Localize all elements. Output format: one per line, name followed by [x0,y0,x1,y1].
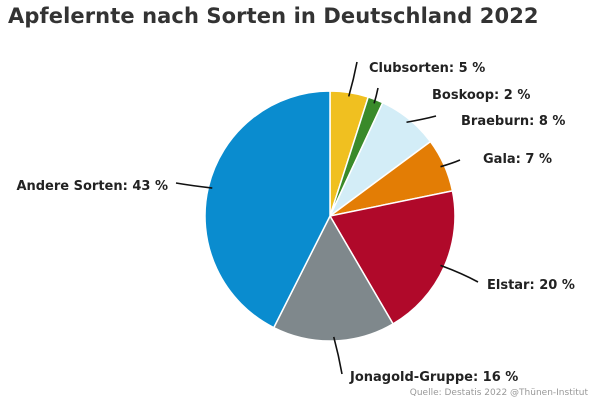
leader-line-jonagold-gruppe [332,336,343,375]
label-braeburn: Braeburn: 8 % [461,114,565,129]
label-boskoop: Boskoop: 2 % [432,88,530,103]
chart-title: Apfelernte nach Sorten in Deutschland 20… [8,4,539,28]
leader-line-braeburn [406,115,437,124]
slice-labels: Clubsorten: 5 % Boskoop: 2 % Braeburn: 8 %… [16,61,574,385]
label-gala: Gala: 7 % [483,152,552,167]
leader-line-elstar [440,264,479,283]
leader-lines [175,61,479,375]
label-elstar: Elstar: 20 % [487,278,575,293]
slice-jonagold-gruppe [272,214,395,342]
leader-line-andere-sorten [175,182,213,189]
label-andere-sorten: Andere Sorten: 43 % [16,179,168,194]
chart-source: Quelle: Destatis 2022 @Thünen-Institut [409,388,588,398]
label-jonagold-gruppe: Jonagold-Gruppe: 16 % [349,370,518,385]
leader-line-boskoop [373,87,379,104]
leader-line-gala [440,159,461,168]
leader-line-clubsorten [347,61,358,97]
label-clubsorten: Clubsorten: 5 % [369,61,485,76]
pie-slices [204,90,456,342]
